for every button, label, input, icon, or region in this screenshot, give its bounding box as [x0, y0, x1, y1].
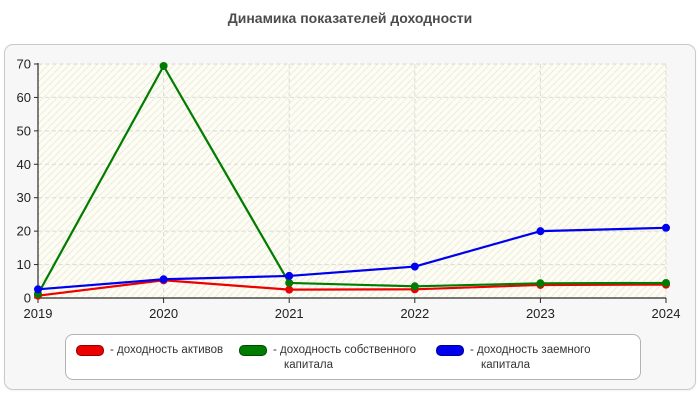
legend-label-assets: - доходность активов: [110, 344, 224, 356]
legend-label-equity: - доходность собственного капитала: [273, 344, 416, 371]
legend-swatch-blue: [436, 345, 464, 356]
svg-text:2019: 2019: [24, 306, 53, 321]
svg-text:40: 40: [17, 157, 31, 172]
legend-item-assets: - доходность активов: [76, 343, 239, 358]
chart-container: 0 10 20 30 40 50 60 70 2019 2020 2021 2022 2023 2024 …: [4, 44, 696, 390]
svg-text:70: 70: [17, 57, 31, 72]
legend-item-debt: - доходность заемного капитала: [436, 343, 640, 373]
svg-text:2022: 2022: [400, 306, 429, 321]
svg-text:0: 0: [24, 291, 31, 306]
svg-text:30: 30: [17, 190, 31, 205]
svg-text:2020: 2020: [149, 306, 178, 321]
svg-text:2021: 2021: [275, 306, 304, 321]
legend-label-debt: - доходность заемного капитала: [470, 344, 591, 371]
svg-text:50: 50: [17, 123, 31, 138]
svg-text:60: 60: [17, 90, 31, 105]
chart-svg: 0 10 20 30 40 50 60 70 2019 2020 2021 2022 2023 2024: [17, 57, 681, 322]
legend-item-equity: - доходность собственного капитала: [239, 343, 436, 373]
legend-swatch-red: [76, 345, 104, 356]
svg-text:2023: 2023: [526, 306, 555, 321]
legend-swatch-green: [239, 345, 267, 356]
svg-text:10: 10: [17, 257, 31, 272]
svg-text:2024: 2024: [652, 306, 681, 321]
svg-text:20: 20: [17, 224, 31, 239]
chart-legend: - доходность активов - доходность собств…: [65, 334, 641, 380]
chart-title: Динамика показателей доходности: [227, 10, 473, 26]
